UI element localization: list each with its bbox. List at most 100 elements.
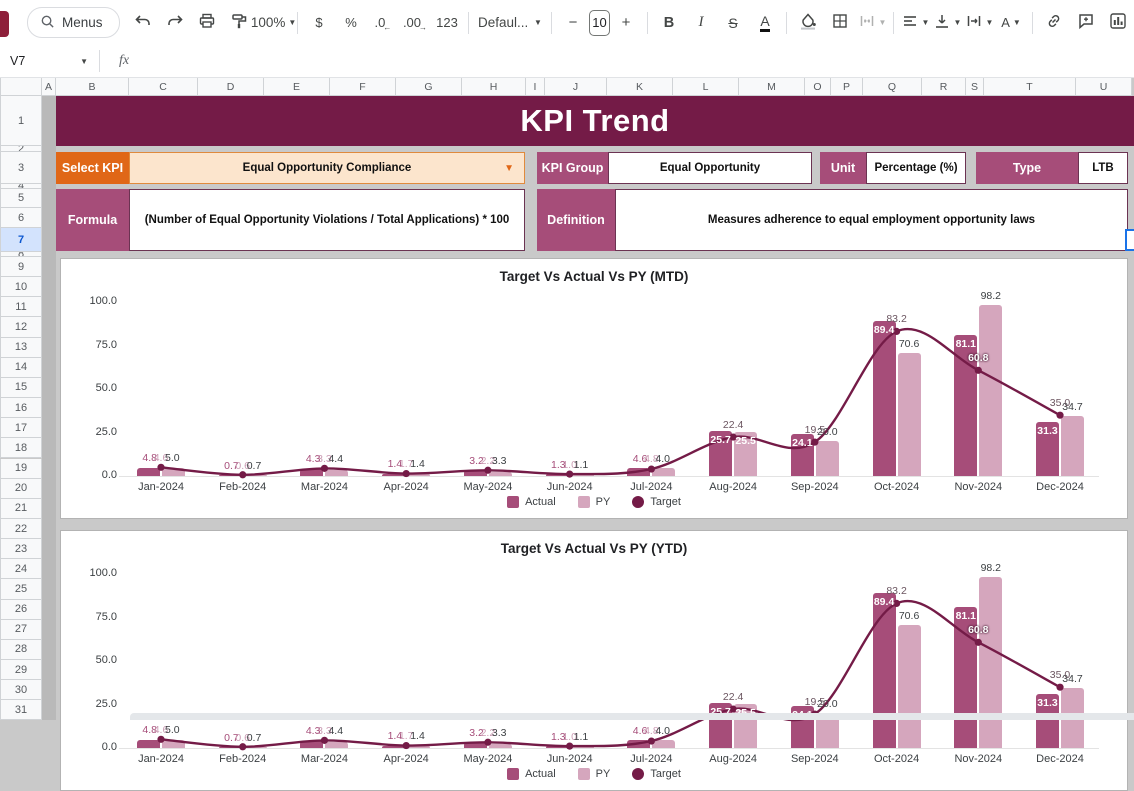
data-label-py: 34.7 <box>1062 672 1083 685</box>
currency-format-button[interactable]: $ <box>303 9 335 37</box>
undo-button[interactable] <box>127 9 159 37</box>
data-label-actual: 81.1 <box>955 610 977 623</box>
column-header-O[interactable]: O <box>805 77 831 96</box>
x-axis-line <box>119 748 1099 749</box>
name-box[interactable]: V7 ▼ <box>0 54 94 68</box>
row-header-7[interactable]: 7 <box>0 228 42 252</box>
row-header-23[interactable]: 23 <box>0 539 42 560</box>
print-icon <box>198 12 216 33</box>
row-header-28[interactable]: 28 <box>0 639 42 660</box>
merge-cells-button[interactable]: ▼ <box>856 9 888 37</box>
row-header-2[interactable]: 2 <box>0 146 42 152</box>
data-label-py: 20.0 <box>817 426 838 439</box>
row-header-18[interactable]: 18 <box>0 438 42 459</box>
active-cell-selection[interactable] <box>1125 229 1134 251</box>
row-header-31[interactable]: 31 <box>0 700 42 721</box>
insert-comment-button[interactable] <box>1070 9 1102 37</box>
row-header-17[interactable]: 17 <box>0 418 42 439</box>
row-header-24[interactable]: 24 <box>0 559 42 580</box>
column-header-K[interactable]: K <box>607 77 673 96</box>
column-header-S[interactable]: S <box>966 77 984 96</box>
row-header-15[interactable]: 15 <box>0 377 42 399</box>
font-size-input[interactable]: 10 <box>588 9 610 36</box>
legend-label: PY <box>595 496 611 508</box>
data-label-py: 98.2 <box>980 562 1002 575</box>
zoom-control[interactable]: 100% ▼ <box>251 9 296 37</box>
row-header-8[interactable]: 8 <box>0 252 42 257</box>
redo-button[interactable] <box>159 9 191 37</box>
row-header-12[interactable]: 12 <box>0 317 42 338</box>
bar-py <box>488 744 512 748</box>
row-header-21[interactable]: 21 <box>0 498 42 519</box>
insert-chart-button[interactable] <box>1102 9 1134 37</box>
chart-ytd[interactable]: Target Vs Actual Vs PY (YTD) 100.0 75.0 50.… <box>60 530 1128 791</box>
font-family-select[interactable]: Defaul... ▼ <box>474 9 546 37</box>
row-header-13[interactable]: 13 <box>0 337 42 358</box>
row-header-3[interactable]: 3 <box>0 152 42 184</box>
text-wrap-icon <box>965 12 983 33</box>
row-header-29[interactable]: 29 <box>0 660 42 681</box>
chart-mtd[interactable]: Target Vs Actual Vs PY (MTD) 100.0 75.0 50.… <box>60 258 1128 519</box>
column-header-I[interactable]: I <box>526 77 545 96</box>
column-header-R[interactable]: R <box>922 77 966 96</box>
decrease-decimal-button[interactable]: .0 ← <box>367 9 399 37</box>
text-rotation-button[interactable]: A ▼ <box>995 9 1027 37</box>
text-color-button[interactable]: A <box>749 9 781 37</box>
print-button[interactable] <box>191 9 223 37</box>
vertical-align-button[interactable]: ▼ <box>931 9 963 37</box>
row-header-4[interactable]: 4 <box>0 184 42 189</box>
increase-font-size-button[interactable]: + <box>610 9 642 37</box>
select-all-corner[interactable] <box>0 77 42 96</box>
data-label-py: 34.7 <box>1062 400 1083 413</box>
fill-color-button[interactable] <box>792 9 824 37</box>
text-wrap-button[interactable]: ▼ <box>963 9 995 37</box>
column-header-U[interactable]: U <box>1076 77 1132 96</box>
bold-button[interactable]: B <box>653 9 685 37</box>
row-header-1[interactable]: 1 <box>0 96 42 146</box>
increase-decimal-button[interactable]: .00 → <box>399 9 431 37</box>
column-header-G[interactable]: G <box>396 77 462 96</box>
horizontal-align-button[interactable]: ▼ <box>899 9 931 37</box>
row-header-19[interactable]: 19 <box>0 458 42 479</box>
row-header-6[interactable]: 6 <box>0 208 42 228</box>
column-header-D[interactable]: D <box>198 77 264 96</box>
column-header-E[interactable]: E <box>264 77 330 96</box>
insert-link-button[interactable] <box>1038 9 1070 37</box>
column-header-T[interactable]: T <box>984 77 1076 96</box>
column-header-H[interactable]: H <box>462 77 526 96</box>
column-header-F[interactable]: F <box>330 77 396 96</box>
decrease-font-size-button[interactable]: − <box>557 9 589 37</box>
column-header-B[interactable]: B <box>56 77 129 96</box>
column-header-L[interactable]: L <box>673 77 739 96</box>
column-header-P[interactable]: P <box>831 77 863 96</box>
row-header-11[interactable]: 11 <box>0 297 42 318</box>
row-header-30[interactable]: 30 <box>0 680 42 701</box>
row-header-26[interactable]: 26 <box>0 599 42 620</box>
column-header-C[interactable]: C <box>129 77 198 96</box>
paint-format-button[interactable] <box>223 9 255 37</box>
more-formats-button[interactable]: 123 <box>431 9 463 37</box>
row-header-10[interactable]: 10 <box>0 277 42 298</box>
column-header-J[interactable]: J <box>545 77 607 96</box>
menus-search[interactable]: Menus <box>27 7 120 38</box>
row-header-16[interactable]: 16 <box>0 398 42 419</box>
row-header-27[interactable]: 27 <box>0 619 42 640</box>
select-kpi-dropdown[interactable]: Equal Opportunity Compliance ▼ <box>129 152 525 184</box>
percent-format-button[interactable]: % <box>335 9 367 37</box>
column-header-Q[interactable]: Q <box>863 77 922 96</box>
row-header-22[interactable]: 22 <box>0 518 42 540</box>
italic-button[interactable]: I <box>685 9 717 37</box>
strikethrough-button[interactable]: S <box>717 9 749 37</box>
row-header-25[interactable]: 25 <box>0 579 42 600</box>
row-header-9[interactable]: 9 <box>0 257 42 278</box>
horizontal-scrollbar[interactable] <box>130 713 1134 720</box>
x-axis-label: May-2024 <box>463 481 513 493</box>
row-header-5[interactable]: 5 <box>0 189 42 208</box>
column-header-A[interactable]: A <box>42 77 56 96</box>
row-header-14[interactable]: 14 <box>0 357 42 378</box>
legend-item-py: PY <box>577 496 611 508</box>
column-header-M[interactable]: M <box>739 77 805 96</box>
row-header-20[interactable]: 20 <box>0 478 42 499</box>
arrow-right-icon: → <box>419 22 428 32</box>
borders-button[interactable] <box>824 9 856 37</box>
